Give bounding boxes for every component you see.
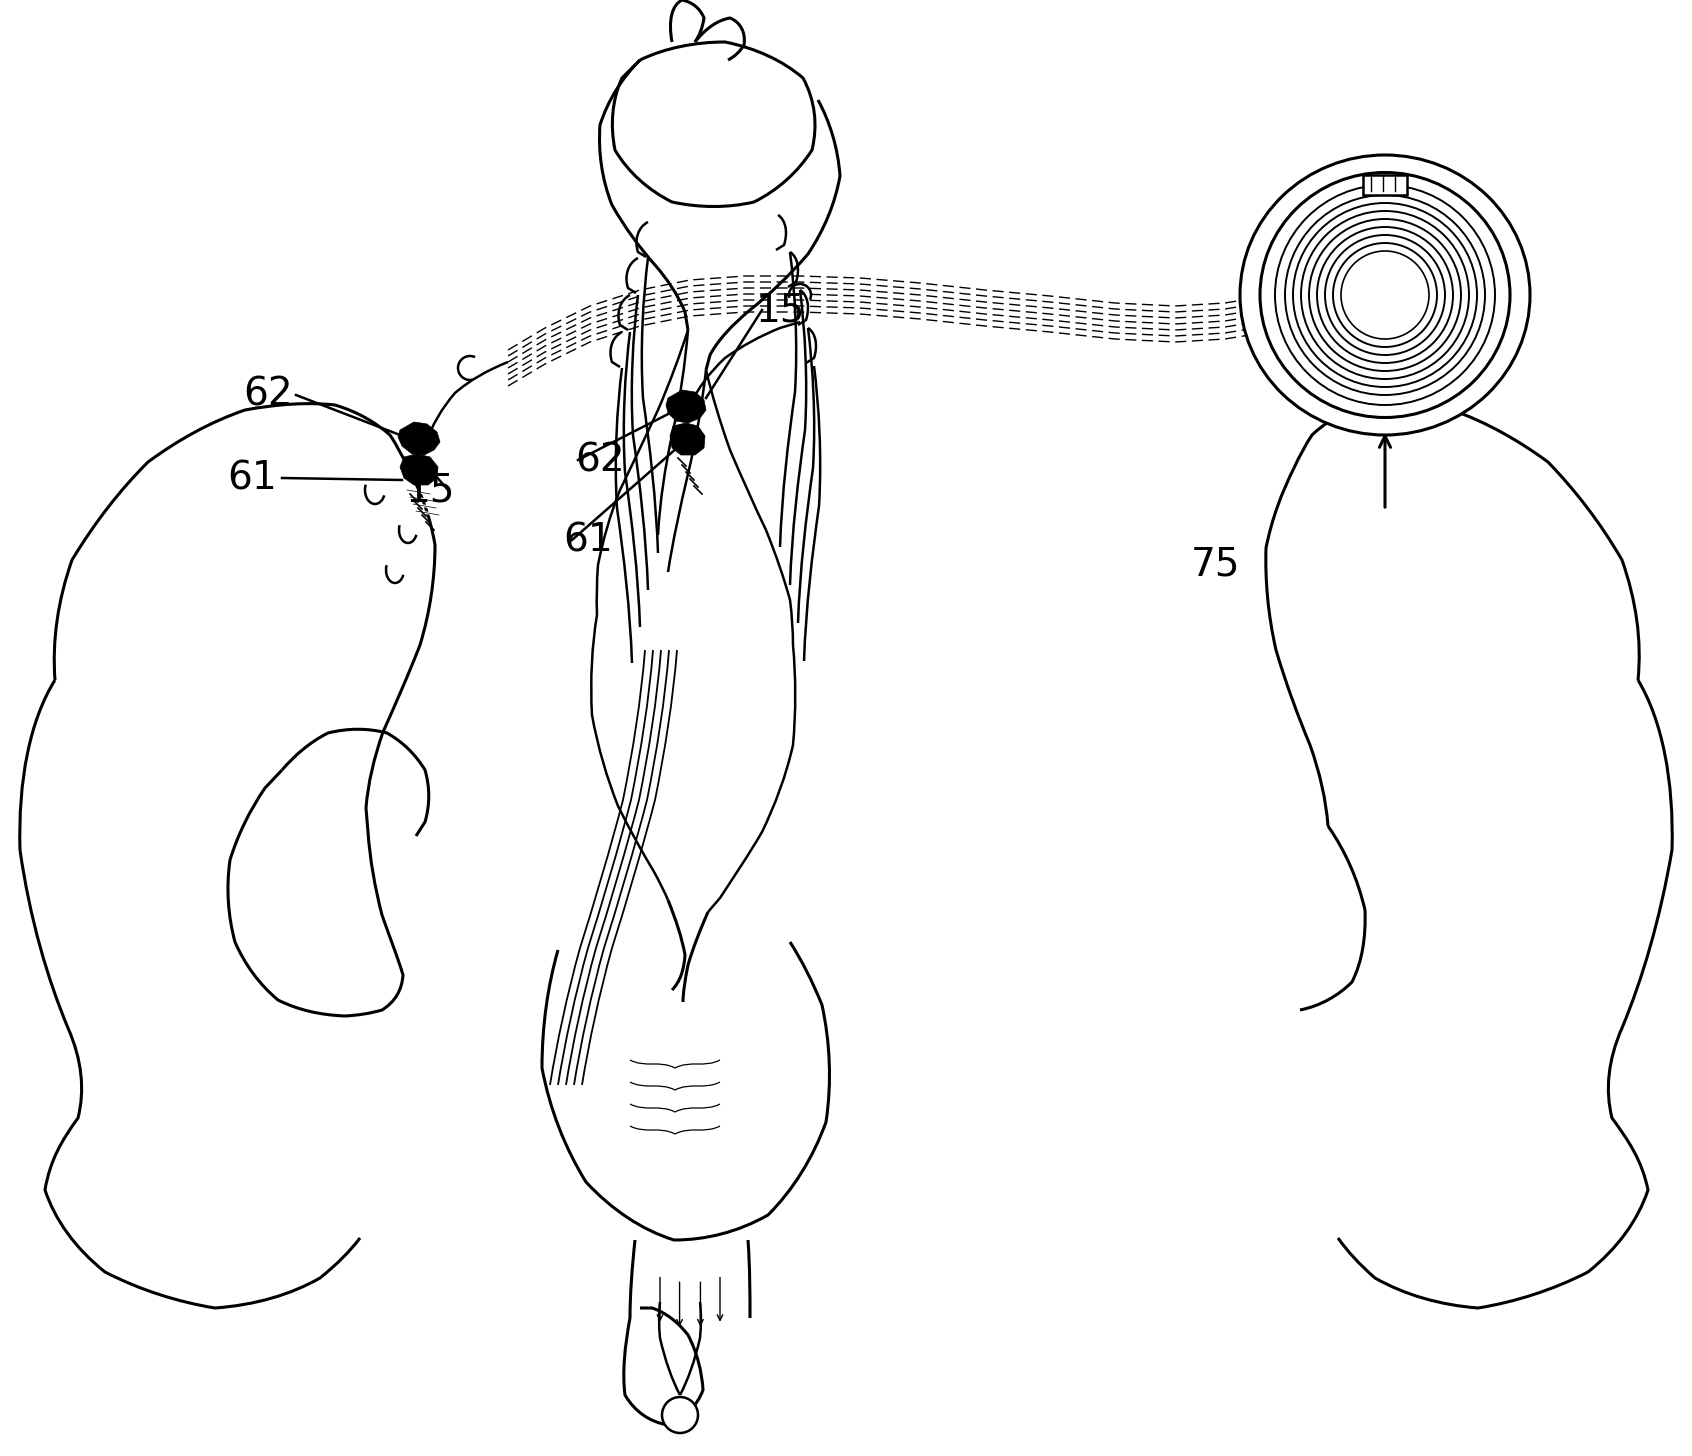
Bar (1318, 262, 1360, 300)
Polygon shape (399, 454, 438, 485)
Polygon shape (398, 422, 440, 454)
Text: 61: 61 (227, 459, 277, 496)
Text: 75: 75 (1189, 546, 1240, 584)
Bar (1364, 175, 1408, 195)
Polygon shape (667, 390, 706, 424)
Text: 15: 15 (755, 291, 805, 329)
Circle shape (662, 1396, 699, 1433)
Polygon shape (670, 424, 706, 454)
Text: 15: 15 (406, 470, 455, 510)
Text: 62: 62 (244, 376, 293, 414)
Text: 61: 61 (563, 521, 613, 559)
Text: 62: 62 (575, 441, 624, 479)
Ellipse shape (1261, 172, 1509, 418)
Ellipse shape (1240, 154, 1530, 435)
Circle shape (1342, 250, 1430, 339)
